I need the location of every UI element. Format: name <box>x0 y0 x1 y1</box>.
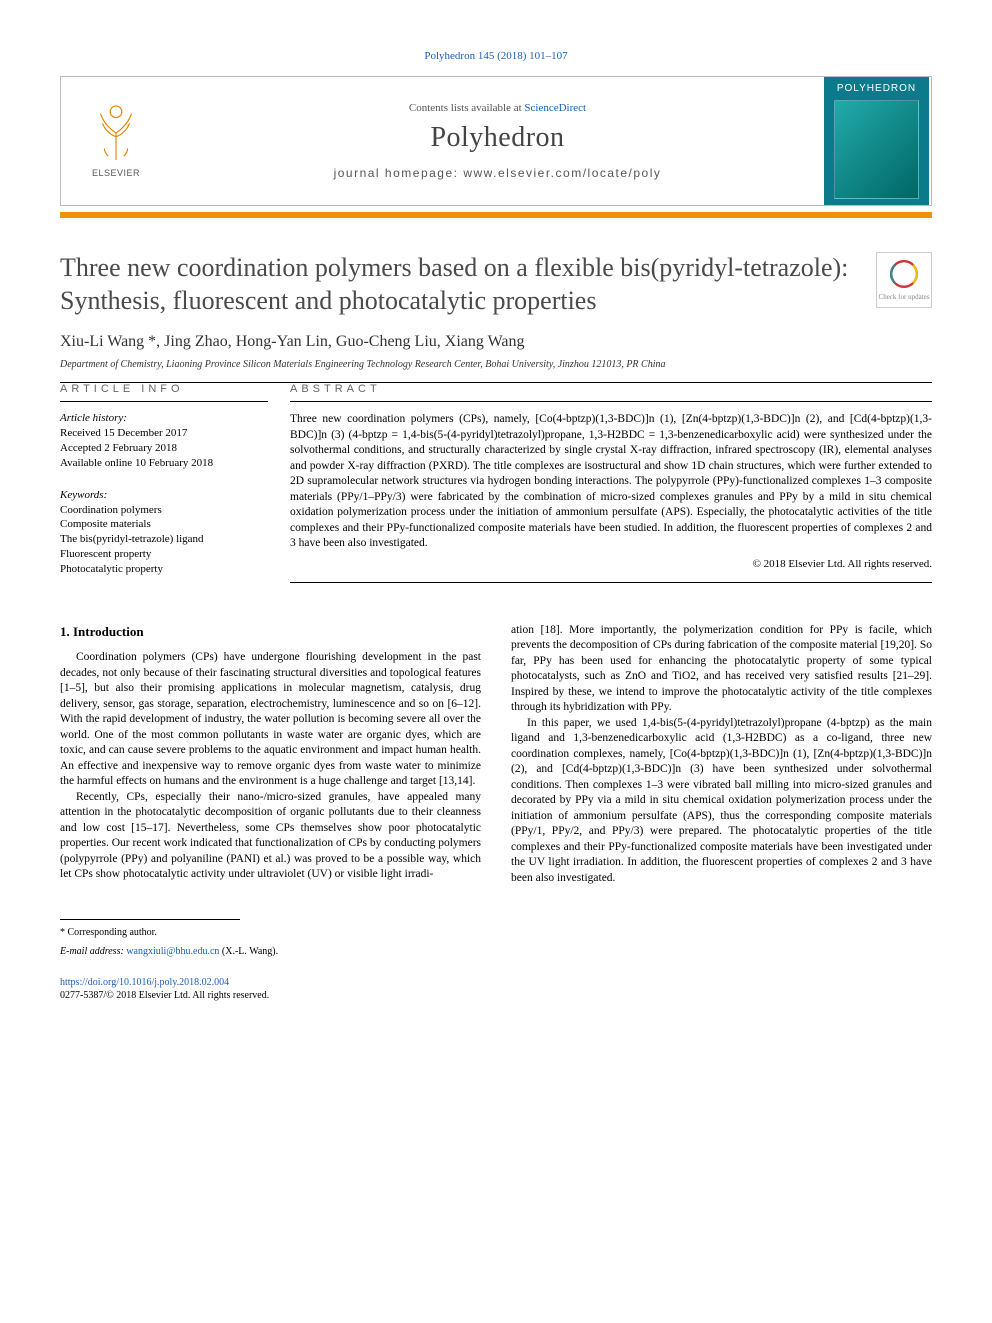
journal-cover-thumbnail: POLYHEDRON <box>824 77 929 205</box>
body-paragraph: Coordination polymers (CPs) have undergo… <box>60 650 481 790</box>
divider <box>290 401 932 402</box>
cover-title: POLYHEDRON <box>837 83 916 94</box>
author-list: Xiu-Li Wang *, Jing Zhao, Hong-Yan Lin, … <box>60 333 932 351</box>
corresponding-author-footnote: * Corresponding author. <box>60 926 481 939</box>
author-email-link[interactable]: wangxiuli@bhu.edu.cn <box>126 946 219 957</box>
crossmark-badge[interactable]: Check for updates <box>876 252 932 308</box>
body-two-column: 1. Introduction Coordination polymers (C… <box>60 623 932 1002</box>
doi-link[interactable]: https://doi.org/10.1016/j.poly.2018.02.0… <box>60 976 481 989</box>
keyword: Photocatalytic property <box>60 562 268 577</box>
crossmark-label: Check for updates <box>879 294 930 302</box>
body-right-column: ation [18]. More importantly, the polyme… <box>511 623 932 1002</box>
publisher-name: ELSEVIER <box>92 168 140 178</box>
article-info-label: ARTICLE INFO <box>60 383 268 395</box>
keyword: Composite materials <box>60 517 268 532</box>
elsevier-tree-icon <box>87 104 145 166</box>
body-paragraph: ation [18]. More importantly, the polyme… <box>511 623 932 716</box>
history-online: Available online 10 February 2018 <box>60 456 268 471</box>
body-paragraph: Recently, CPs, especially their nano-/mi… <box>60 790 481 883</box>
body-left-column: 1. Introduction Coordination polymers (C… <box>60 623 481 1002</box>
cover-graphic-icon <box>834 100 919 199</box>
abstract-label: ABSTRACT <box>290 383 932 395</box>
divider <box>60 401 268 402</box>
keyword: The bis(pyridyl-tetrazole) ligand <box>60 532 268 547</box>
contents-available-line: Contents lists available at ScienceDirec… <box>171 102 824 114</box>
section-heading-introduction: 1. Introduction <box>60 623 481 641</box>
abstract-copyright: © 2018 Elsevier Ltd. All rights reserved… <box>290 558 932 570</box>
homepage-prefix: journal homepage: <box>334 166 464 180</box>
abstract-text: Three new coordination polymers (CPs), n… <box>290 412 932 552</box>
page-footer: https://doi.org/10.1016/j.poly.2018.02.0… <box>60 976 481 1002</box>
journal-banner: ELSEVIER Contents lists available at Sci… <box>60 76 932 206</box>
sciencedirect-link[interactable]: ScienceDirect <box>524 102 586 114</box>
homepage-url[interactable]: www.elsevier.com/locate/poly <box>463 166 661 180</box>
email-footnote: E-mail address: wangxiuli@bhu.edu.cn (X.… <box>60 945 481 958</box>
history-heading: Article history: <box>60 412 268 424</box>
article-title: Three new coordination polymers based on… <box>60 252 856 317</box>
affiliation: Department of Chemistry, Liaoning Provin… <box>60 359 932 370</box>
keyword: Coordination polymers <box>60 503 268 518</box>
footnote-rule <box>60 919 240 920</box>
article-info-column: ARTICLE INFO Article history: Received 1… <box>60 383 290 583</box>
email-suffix: (X.-L. Wang). <box>219 946 278 957</box>
contents-prefix: Contents lists available at <box>409 102 524 114</box>
abstract-column: ABSTRACT Three new coordination polymers… <box>290 383 932 583</box>
crossmark-icon <box>888 258 920 292</box>
history-received: Received 15 December 2017 <box>60 426 268 441</box>
publisher-logo-block: ELSEVIER <box>61 96 171 186</box>
banner-center: Contents lists available at ScienceDirec… <box>171 102 824 180</box>
journal-name: Polyhedron <box>171 122 824 154</box>
body-paragraph: In this paper, we used 1,4-bis(5-(4-pyri… <box>511 716 932 887</box>
authors-text: Xiu-Li Wang *, Jing Zhao, Hong-Yan Lin, … <box>60 333 525 350</box>
email-label: E-mail address: <box>60 946 126 957</box>
elsevier-logo: ELSEVIER <box>81 96 151 186</box>
keywords-heading: Keywords: <box>60 489 268 501</box>
journal-homepage-line: journal homepage: www.elsevier.com/locat… <box>171 166 824 180</box>
accent-bar <box>60 212 932 218</box>
history-accepted: Accepted 2 February 2018 <box>60 441 268 456</box>
issn-copyright: 0277-5387/© 2018 Elsevier Ltd. All right… <box>60 989 481 1002</box>
divider <box>290 582 932 583</box>
keyword: Fluorescent property <box>60 547 268 562</box>
top-citation: Polyhedron 145 (2018) 101–107 <box>60 50 932 62</box>
